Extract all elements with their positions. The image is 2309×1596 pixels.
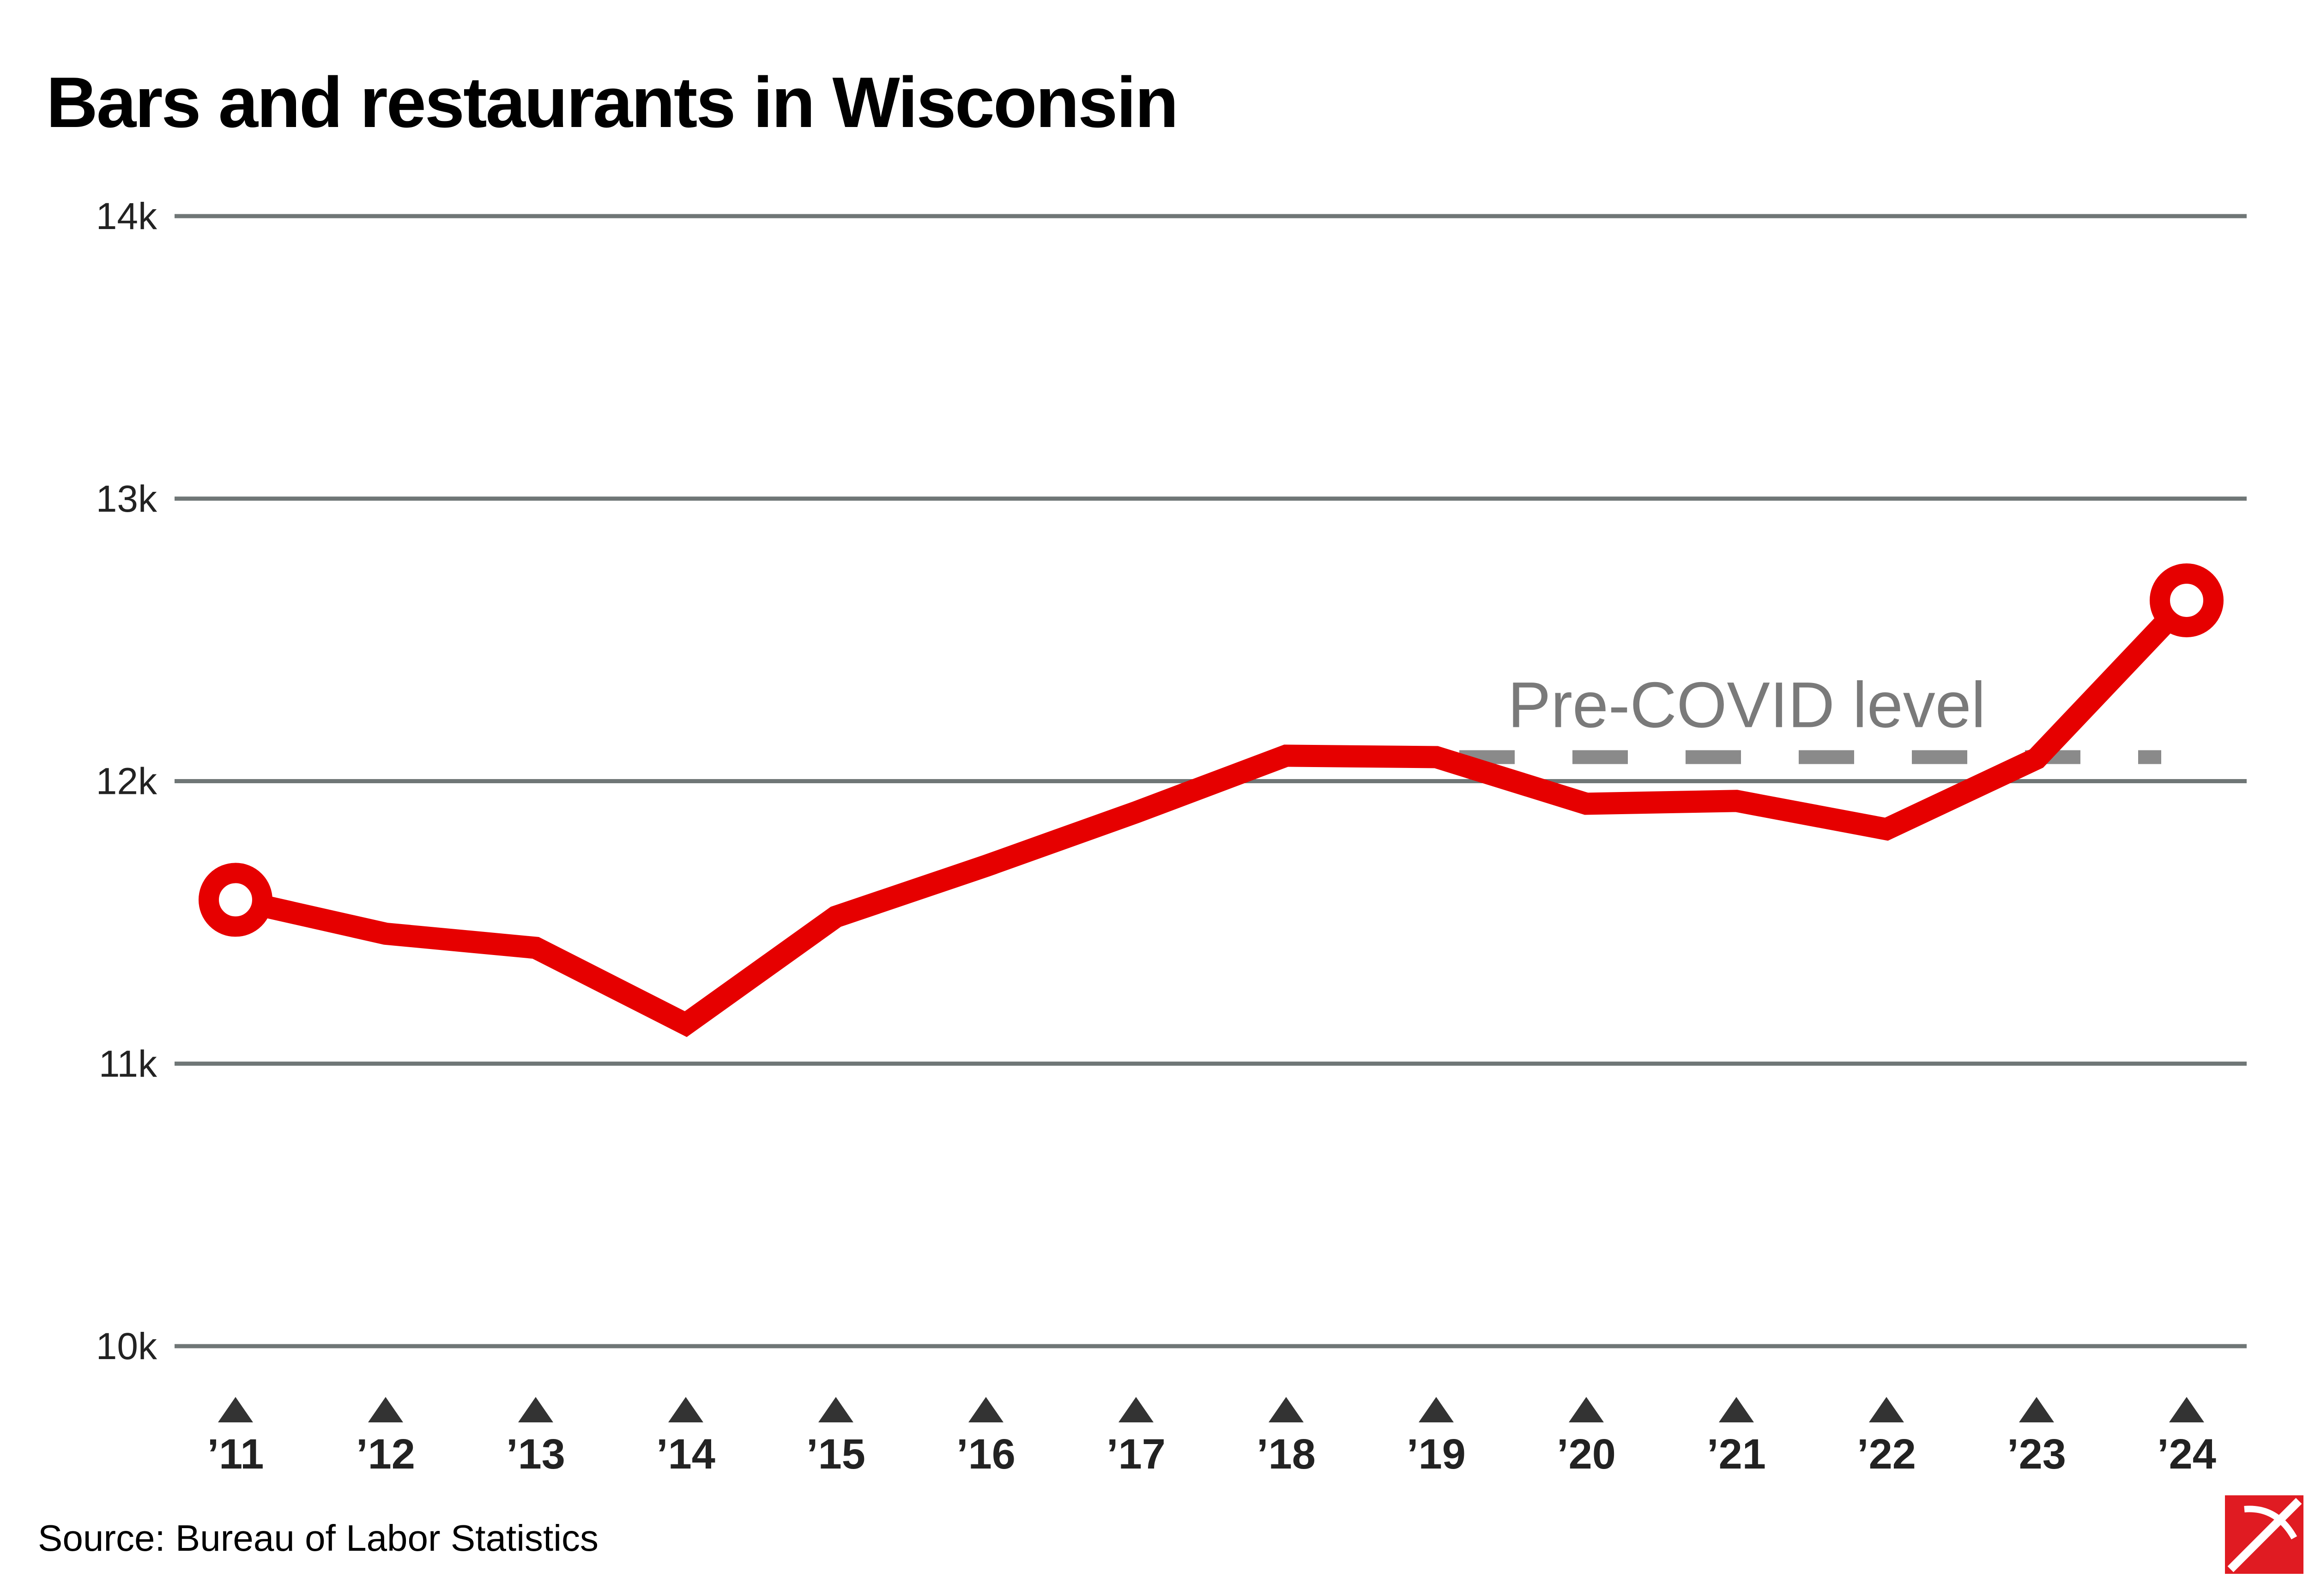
y-tick-label: 12k — [96, 761, 157, 803]
x-tick-label: ’13 — [506, 1431, 565, 1478]
x-tick-triangle-icon — [2169, 1397, 2204, 1422]
x-tick-label: ’12 — [356, 1431, 415, 1478]
y-tick-label: 13k — [96, 478, 157, 520]
x-tick-label: ’21 — [1707, 1431, 1766, 1478]
x-tick-label: ’15 — [806, 1431, 865, 1478]
x-tick-triangle-icon — [1719, 1397, 1754, 1422]
pickaxe-logo-icon — [2225, 1495, 2303, 1574]
x-tick-triangle-icon — [968, 1397, 1003, 1422]
series-layer — [199, 563, 2224, 1037]
x-tick-triangle-icon — [1419, 1397, 1454, 1422]
x-tick-label: ’24 — [2157, 1431, 2216, 1478]
x-tick-triangle-icon — [518, 1397, 553, 1422]
pre-covid-label: Pre-COVID level — [1508, 669, 1986, 741]
source-note: Source: Bureau of Labor Statistics — [38, 1517, 598, 1559]
y-tick-label: 14k — [96, 195, 157, 237]
chart-title: Bars and restaurants in Wisconsin — [46, 62, 1177, 142]
x-tick-label: ’18 — [1257, 1431, 1316, 1478]
x-tick-triangle-icon — [1118, 1397, 1154, 1422]
y-tick-label: 11k — [99, 1043, 157, 1085]
y-tick-label: 10k — [96, 1325, 157, 1367]
x-axis: ’11 ’12 ’13 ’14 ’15 ’16 ’17 ’18 ’19 ’20 ’21 ’22 ’23 ’… — [207, 1397, 2216, 1478]
start-point-marker — [199, 863, 272, 937]
x-tick-label: ’20 — [1557, 1431, 1616, 1478]
x-tick-label: ’14 — [656, 1431, 715, 1478]
series-line — [224, 589, 2198, 1037]
x-tick-triangle-icon — [218, 1397, 253, 1422]
grid-layer: 10k 11k 12k 13k 14k — [96, 195, 2247, 1367]
x-tick-triangle-icon — [818, 1397, 853, 1422]
x-tick-triangle-icon — [668, 1397, 703, 1422]
x-tick-triangle-icon — [1869, 1397, 1904, 1422]
x-tick-label: ’16 — [956, 1431, 1015, 1478]
x-tick-label: ’17 — [1106, 1431, 1166, 1478]
x-tick-triangle-icon — [368, 1397, 403, 1422]
x-tick-label: ’11 — [207, 1431, 264, 1478]
x-tick-label: ’19 — [1407, 1431, 1466, 1478]
x-tick-triangle-icon — [1569, 1397, 1604, 1422]
x-tick-label: ’23 — [2007, 1431, 2066, 1478]
end-point-marker — [2150, 563, 2224, 637]
x-tick-triangle-icon — [1269, 1397, 1304, 1422]
x-tick-triangle-icon — [2019, 1397, 2054, 1422]
x-tick-label: ’22 — [1857, 1431, 1916, 1478]
